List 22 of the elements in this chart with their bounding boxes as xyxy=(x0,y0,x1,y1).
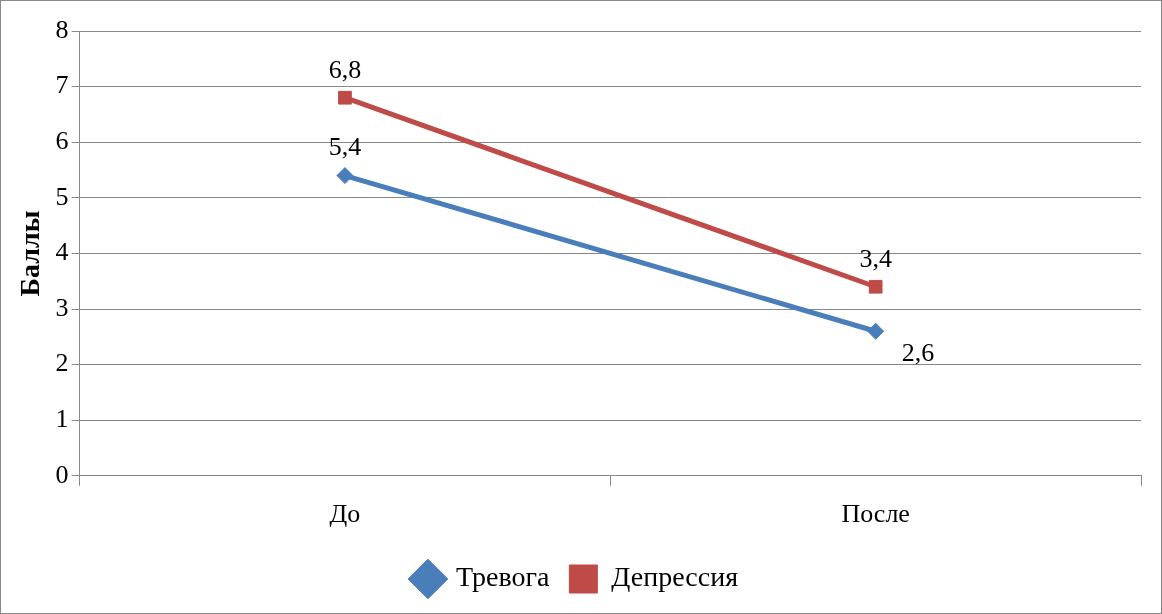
data-label: 5,4 xyxy=(328,132,362,162)
y-tick-label: 3 xyxy=(55,292,69,322)
legend-label: Тревога xyxy=(455,561,550,593)
point xyxy=(867,322,885,340)
point xyxy=(336,167,354,185)
y-tick-label: 2 xyxy=(55,348,69,378)
y-tick-label: 1 xyxy=(55,404,69,434)
point xyxy=(338,90,352,105)
point xyxy=(868,279,883,294)
x-tick-label: После xyxy=(841,499,910,529)
y-tick-label: 0 xyxy=(55,459,69,489)
y-tick-label: 8 xyxy=(55,14,69,44)
y-tick-label: 6 xyxy=(55,126,69,156)
y-tick-label: 5 xyxy=(55,181,69,211)
legend-label: Депрессия xyxy=(611,561,739,593)
y-tick-label: 7 xyxy=(55,70,69,100)
data-label: 6,8 xyxy=(328,54,362,84)
data-label: 3,4 xyxy=(859,243,892,273)
x-tick-label: До xyxy=(329,499,361,529)
data-label: 2,6 xyxy=(901,338,935,368)
y-axis-title: Баллы xyxy=(14,210,46,297)
y-tick-label: 4 xyxy=(55,237,69,267)
